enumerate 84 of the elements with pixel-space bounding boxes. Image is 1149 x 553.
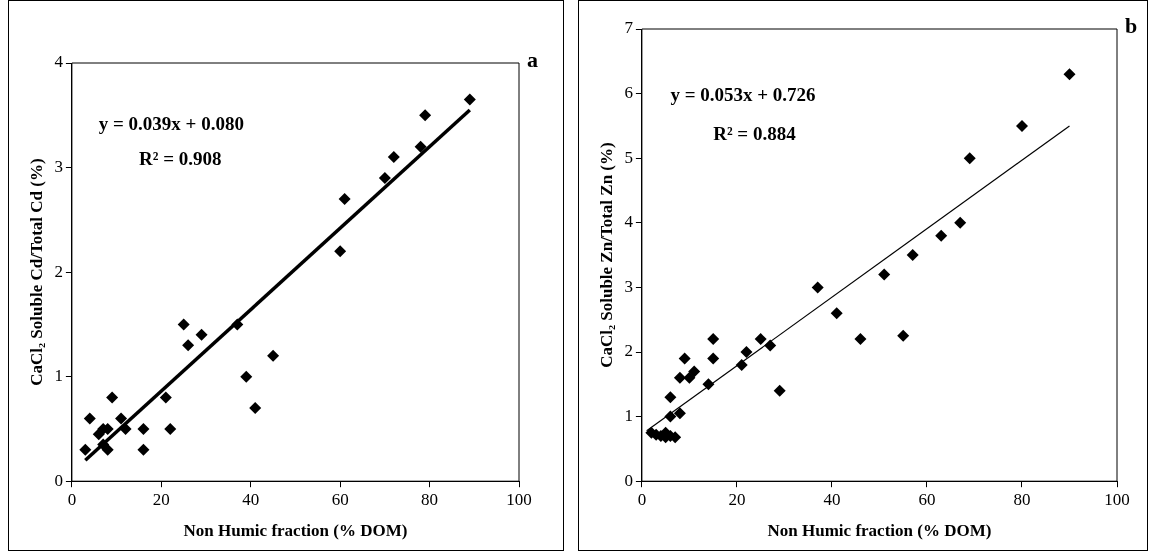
point	[182, 339, 195, 352]
y-tick-label: 6	[624, 83, 633, 103]
point	[137, 422, 150, 435]
y-tick-label: 4	[54, 52, 64, 72]
y-tick-label: 4	[624, 212, 634, 232]
point	[773, 384, 786, 397]
point	[897, 329, 910, 342]
x-tick-label: 80	[421, 489, 439, 509]
point	[673, 407, 686, 420]
point	[249, 402, 262, 415]
point	[177, 318, 190, 331]
point	[83, 412, 96, 425]
x-tick-label: 100	[1104, 489, 1130, 509]
point	[935, 229, 948, 242]
text: b	[1125, 13, 1138, 38]
y-tick-label: 0	[624, 470, 633, 490]
point	[334, 245, 347, 258]
y-tick-label: 7	[624, 18, 634, 38]
point	[878, 268, 891, 281]
x-tick-label: 40	[242, 489, 260, 509]
point	[811, 281, 824, 294]
x-tick-label: 80	[1013, 489, 1031, 509]
y-tick-label: 2	[624, 341, 633, 361]
y-tick-label: 0	[54, 470, 63, 490]
x-tick-label: 0	[67, 489, 77, 509]
x-tick-label: 20	[728, 489, 746, 509]
point	[906, 249, 919, 262]
y-axis-title: CaCl₂ Soluble Zn/Total Zn (%)	[596, 142, 616, 368]
x-tick-label: 20	[152, 489, 170, 509]
x-axis-title: Non Humic fraction (% DOM)	[767, 521, 992, 541]
point	[735, 358, 748, 371]
point	[414, 140, 427, 153]
annotation: R² = 0.884	[713, 122, 797, 144]
x-tick-label: 0	[637, 489, 647, 509]
point	[463, 93, 476, 106]
point	[115, 412, 128, 425]
y-tick-label: 3	[54, 157, 63, 177]
text: a	[527, 47, 538, 72]
point	[963, 152, 976, 165]
y-tick-label: 2	[54, 261, 63, 281]
point	[678, 352, 691, 365]
y-tick-label: 1	[624, 406, 633, 426]
point	[707, 333, 720, 346]
point	[101, 443, 114, 456]
annotation: y = 0.053x + 0.726	[670, 84, 816, 106]
point	[673, 371, 686, 384]
point	[387, 151, 400, 164]
annotation: y = 0.039x + 0.080	[98, 112, 244, 134]
y-axis-title: CaCl₂ Soluble Cd/Total Cd (%)	[26, 158, 46, 386]
point	[854, 333, 867, 346]
point	[1063, 68, 1076, 81]
point	[240, 370, 253, 383]
y-tick-label: 1	[54, 366, 63, 386]
point	[137, 443, 150, 456]
point	[830, 307, 843, 320]
point	[764, 339, 777, 352]
point	[664, 410, 677, 423]
point	[754, 333, 767, 346]
x-tick-label: 60	[918, 489, 936, 509]
point	[338, 192, 351, 205]
point	[664, 391, 677, 404]
point	[1015, 119, 1028, 132]
point	[231, 318, 244, 331]
point	[159, 391, 172, 404]
point	[419, 109, 432, 122]
x-tick-label: 60	[331, 489, 349, 509]
point	[702, 378, 715, 391]
point	[688, 365, 701, 378]
point	[164, 422, 177, 435]
x-tick-label: 40	[823, 489, 841, 509]
y-tick-label: 5	[624, 147, 633, 167]
point	[740, 346, 753, 358]
point	[954, 216, 967, 229]
x-axis-title: Non Humic fraction (% DOM)	[183, 521, 408, 541]
point	[106, 391, 119, 404]
point	[195, 328, 208, 341]
point	[79, 443, 92, 456]
point	[267, 349, 280, 362]
x-tick-label: 100	[506, 489, 532, 509]
point	[707, 352, 720, 365]
annotation: R² = 0.908	[138, 148, 222, 170]
point	[683, 371, 696, 384]
y-tick-label: 3	[624, 276, 633, 296]
point	[378, 172, 391, 185]
